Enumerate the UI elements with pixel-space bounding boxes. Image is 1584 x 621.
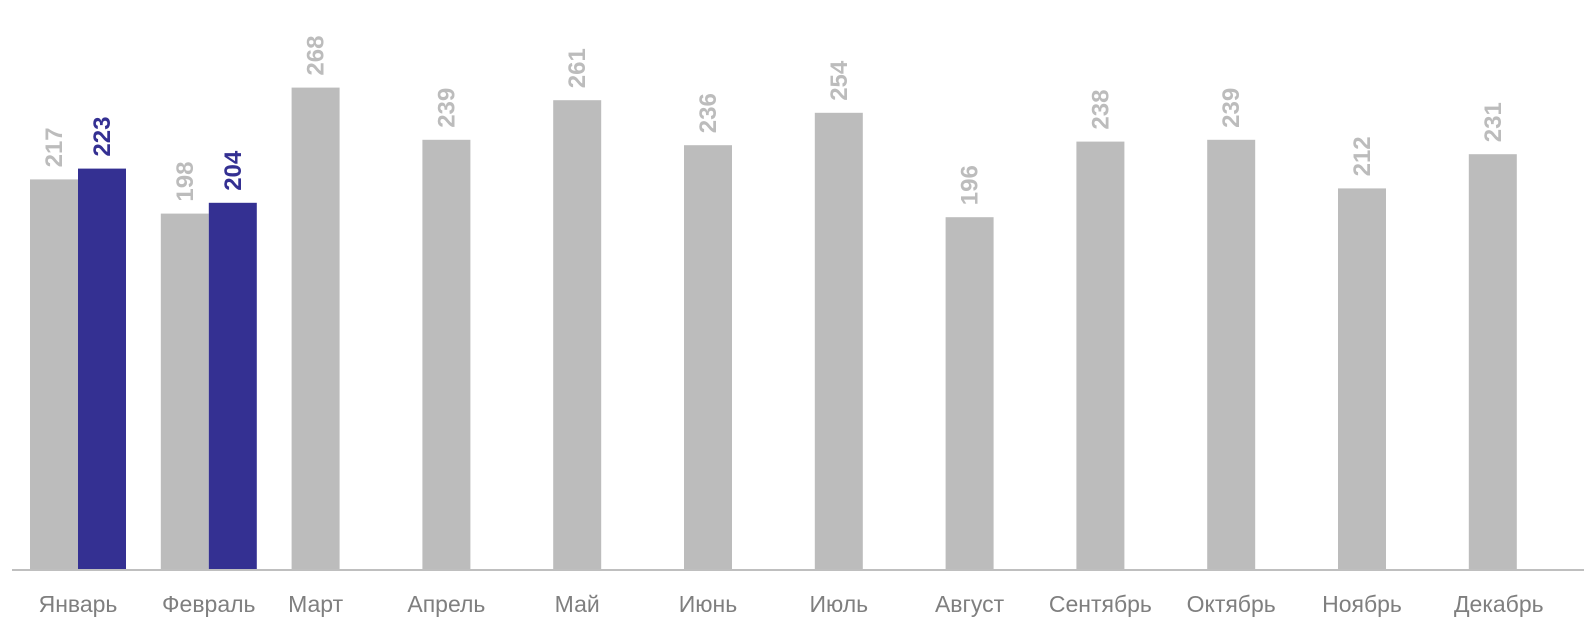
bar-gray-12 bbox=[1468, 154, 1517, 570]
bar-gray-9 bbox=[1076, 141, 1125, 570]
value-label-gray-1: 217 bbox=[41, 127, 68, 167]
bar-blue-1 bbox=[78, 168, 126, 570]
category-labels-layer: Январь Февраль Март Апрель Май Июнь Июль Август… bbox=[39, 591, 1544, 617]
value-labels-layer: 217 223 198 204 268 239 261 236 254 196 238 239 212 2… bbox=[41, 36, 1507, 206]
value-label-blue-2: 204 bbox=[220, 150, 247, 191]
bars-layer bbox=[30, 87, 1517, 571]
bar-gray-6 bbox=[684, 145, 732, 570]
category-label-5: Май bbox=[555, 591, 600, 617]
category-label-11: Ноябрь bbox=[1322, 591, 1402, 617]
value-label-gray-12: 231 bbox=[1480, 102, 1507, 142]
category-label-9: Сентябрь bbox=[1049, 591, 1152, 617]
bar-gray-4 bbox=[422, 139, 471, 571]
category-label-1: Январь bbox=[39, 591, 118, 617]
bar-gray-11 bbox=[1338, 188, 1386, 570]
value-label-blue-1: 223 bbox=[89, 117, 116, 157]
value-label-gray-3: 268 bbox=[303, 36, 330, 76]
category-label-4: Апрель bbox=[407, 591, 485, 617]
category-label-2: Февраль bbox=[162, 591, 255, 617]
category-label-7: Июль bbox=[809, 591, 868, 617]
value-label-gray-4: 239 bbox=[433, 88, 460, 128]
value-label-gray-5: 261 bbox=[564, 48, 591, 88]
category-label-6: Июнь bbox=[679, 591, 737, 617]
category-label-3: Март bbox=[288, 591, 343, 617]
bar-gray-5 bbox=[553, 100, 602, 570]
value-label-gray-8: 196 bbox=[957, 165, 984, 205]
category-label-12: Декабрь bbox=[1454, 591, 1544, 617]
value-label-gray-10: 239 bbox=[1218, 88, 1245, 128]
bar-gray-10 bbox=[1207, 139, 1256, 571]
bar-gray-2 bbox=[160, 213, 209, 570]
value-label-gray-9: 238 bbox=[1087, 90, 1114, 130]
value-label-gray-7: 254 bbox=[826, 60, 853, 101]
value-label-gray-6: 236 bbox=[695, 93, 722, 133]
category-label-10: Октябрь bbox=[1187, 591, 1276, 617]
bar-gray-7 bbox=[814, 112, 863, 571]
bar-blue-2 bbox=[208, 202, 257, 571]
value-label-gray-11: 212 bbox=[1349, 136, 1376, 176]
bar-gray-8 bbox=[945, 217, 994, 570]
bar-gray-1 bbox=[30, 179, 78, 570]
category-label-8: Август bbox=[935, 591, 1005, 617]
value-label-gray-2: 198 bbox=[172, 162, 199, 202]
bar-gray-3 bbox=[291, 87, 340, 570]
